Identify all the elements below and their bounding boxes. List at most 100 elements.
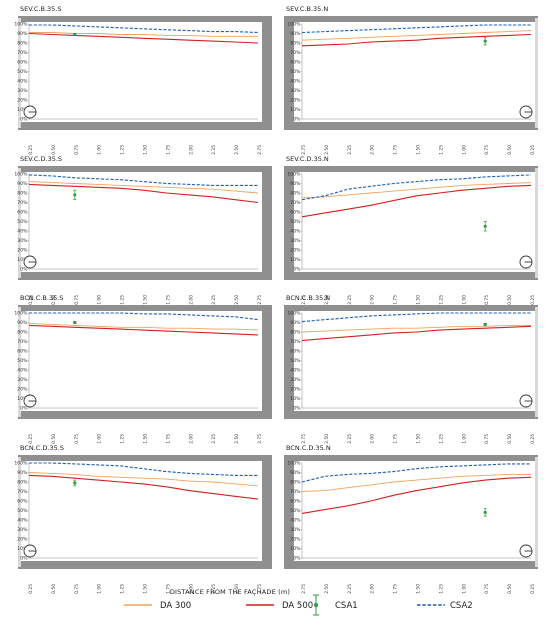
x-tick-label: 2.75 [301,584,307,594]
x-tick-label: 2.50 [324,584,330,594]
legend-item-csa1: CSA1 [313,594,358,616]
room-interior [294,172,535,272]
y-tick-label: 50% [290,219,301,225]
y-tick-label: 10% [17,396,28,402]
x-tick-label: 1.25 [438,434,444,444]
x-tick-label: 1.50 [143,434,149,444]
window-strip [18,168,21,278]
series-line-csa2 [301,174,532,201]
series-line-da500 [301,33,532,47]
csa1-marker [73,320,77,325]
x-tick-label: 1.50 [416,584,422,594]
y-tick-label: 40% [290,518,301,524]
y-tick-label: 70% [17,339,28,345]
y-tick-label: 30% [290,377,301,383]
room-interior [21,172,262,272]
x-tick-label: 2.75 [257,584,263,594]
x-tick-label: 2.50 [234,584,240,594]
legend-label: DA 300 [160,601,191,611]
x-tick-label: 1.75 [393,584,399,594]
y-tick-label: 90% [17,181,28,187]
csa1-marker [483,508,487,517]
chart-panel: BCN.C.B.35.N 0% 10% 20% 30% 40% 50% 60% 70% 80% 90… [284,294,538,444]
x-tick-label: 2.25 [347,434,353,444]
legend-label: DA 500 [282,601,313,611]
x-tick-label: 0.75 [484,584,490,594]
x-tick-label: 2.00 [188,295,194,305]
room-interior [21,22,262,122]
y-tick-label: 60% [17,60,28,66]
x-tick-label: 0.75 [74,584,80,594]
x-tick-label: 1.75 [165,295,171,305]
x-tick-label: 2.75 [257,434,263,444]
y-tick-label: 100% [287,461,301,467]
x-tick-label: 2.50 [234,145,240,155]
csa1-marker [73,479,77,487]
y-tick-label: 40% [17,79,28,85]
legend-label: CSA1 [335,601,358,611]
x-tick-label: 0.50 [51,145,57,155]
x-tick-label: 0.50 [51,295,57,305]
y-tick-label: 0% [293,556,301,562]
panel-title: BCN.C.D.35.N [286,444,331,452]
y-tick-label: 100% [14,172,28,178]
x-tick-label: 2.25 [211,145,217,155]
x-tick-label: 1.25 [120,584,126,594]
y-tick-label: 10% [290,396,301,402]
y-tick-label: 10% [17,107,28,113]
x-tick-label: 0.25 [530,584,536,594]
y-tick-label: 80% [17,330,28,336]
y-tick-label: 90% [290,181,301,187]
csa1-marker [73,32,77,37]
window-strip [18,307,21,417]
y-tick-label: 90% [290,470,301,476]
legend-label: CSA2 [450,601,473,611]
x-tick-label: 2.75 [257,145,263,155]
x-tick-label: 2.75 [301,295,307,305]
x-tick-label: 2.50 [234,295,240,305]
x-tick-label: 1.00 [97,434,103,444]
y-tick-label: 80% [17,191,28,197]
x-tick-label: 2.50 [324,145,330,155]
x-tick-label: 1.25 [438,584,444,594]
x-tick-label: 2.25 [211,434,217,444]
y-tick-label: 80% [290,191,301,197]
y-tick-label: 40% [17,368,28,374]
chart-panel: BCN.C.B.35.S 0% 10% 20% 30% 40% 50% 60% 70% 80% 90… [14,294,272,444]
x-tick-label: 2.00 [370,295,376,305]
csa1-marker [483,221,487,232]
y-tick-label: 0% [20,406,28,412]
y-tick-label: 70% [290,50,301,56]
y-tick-label: 10% [17,546,28,552]
chart-panel: SEV.C.B.35.S 0% 10% 20% 30% 40% 50% 60% 70% 80% 90… [14,5,272,155]
x-tick-label: 1.25 [120,295,126,305]
x-tick-label: 0.25 [28,434,34,444]
y-tick-label: 40% [17,518,28,524]
series-line-da500 [28,32,259,44]
x-tick-label: 1.25 [120,434,126,444]
x-tick-label: 0.25 [530,295,536,305]
x-tick-label: 0.50 [507,145,513,155]
y-tick-label: 100% [14,22,28,28]
y-tick-label: 100% [287,311,301,317]
x-axis-label: DISTANCE FROM THE FAÇHADE (m) [170,588,290,596]
series-line-csa2 [301,463,531,483]
x-tick-label: 2.00 [370,145,376,155]
y-tick-label: 20% [17,387,28,393]
y-tick-label: 90% [17,31,28,37]
y-tick-label: 70% [290,200,301,206]
x-tick-label: 2.00 [188,434,194,444]
y-tick-label: 100% [14,311,28,317]
series-line-da300 [28,181,259,194]
window-strip [535,18,538,128]
y-tick-label: 50% [290,69,301,75]
y-tick-label: 30% [17,377,28,383]
y-tick-label: 90% [17,470,28,476]
x-tick-label: 0.50 [51,584,57,594]
y-tick-label: 20% [17,537,28,543]
y-tick-label: 60% [17,349,28,355]
x-tick-label: 1.50 [416,295,422,305]
series-line-da300 [28,322,259,331]
y-tick-label: 0% [293,267,301,273]
x-tick-label: 2.00 [370,584,376,594]
